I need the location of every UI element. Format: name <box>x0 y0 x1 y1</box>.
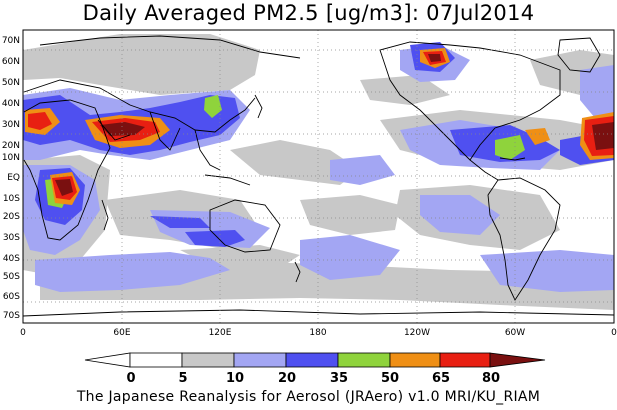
lon-label: 60W <box>505 328 525 338</box>
colorbar-segment <box>233 352 287 368</box>
lat-label: EQ <box>7 173 20 183</box>
colorbar-label: 35 <box>330 371 348 386</box>
graticule <box>23 30 614 323</box>
lat-label: 10S <box>3 194 20 204</box>
colorbar-label: 10 <box>226 371 244 386</box>
colorbar-label: 5 <box>178 371 187 386</box>
lat-label: 40S <box>3 254 20 264</box>
colorbar: 0 5 10 20 35 50 65 80 <box>84 352 546 386</box>
lon-label: 120E <box>209 328 232 338</box>
lon-label: 0 <box>20 328 26 338</box>
colorbar-label: 50 <box>381 371 399 386</box>
lat-label: 60S <box>3 292 20 302</box>
lon-axis: 0 60E 120E 180 120W 60W 0 <box>20 328 617 338</box>
lat-label: 70S <box>3 311 20 321</box>
colorbar-label: 65 <box>432 371 450 386</box>
lat-label: 60N <box>2 57 20 67</box>
lat-label: 50N <box>2 78 20 88</box>
colorbar-segment <box>337 352 391 368</box>
lon-label: 180 <box>309 328 326 338</box>
lat-label: 30N <box>2 120 20 130</box>
colorbar-segment <box>129 352 183 368</box>
lat-label: 10N <box>2 153 20 163</box>
map-title: Daily Averaged PM2.5 [ug/m3]: 07Jul2014 <box>82 1 535 25</box>
colorbar-segment <box>181 352 235 368</box>
pm-band-80-plus <box>55 54 614 196</box>
colorbar-label: 0 <box>126 371 135 386</box>
lat-label: 70N <box>2 36 20 46</box>
lat-label: 20S <box>3 212 20 222</box>
lon-label: 0 <box>611 328 617 338</box>
lat-label: 50S <box>3 272 20 282</box>
lat-label: 30S <box>3 233 20 243</box>
footer-credit: The Japanese Reanalysis for Aerosol (JRA… <box>76 389 541 405</box>
lat-label: 20N <box>2 141 20 151</box>
colorbar-segment <box>439 352 491 368</box>
lon-label: 120W <box>404 328 430 338</box>
lat-label: 40N <box>2 99 20 109</box>
lat-axis: 70N 60N 50N 40N 30N 20N 10N EQ 10S 20S 3… <box>2 36 20 321</box>
lon-label: 60E <box>113 328 130 338</box>
colorbar-label: 20 <box>278 371 296 386</box>
colorbar-segment <box>285 352 339 368</box>
colorbar-segment-high <box>489 352 546 368</box>
coastlines <box>23 35 614 317</box>
colorbar-segment-low <box>84 352 131 368</box>
colorbar-segment <box>389 352 441 368</box>
colorbar-label: 80 <box>482 371 500 386</box>
